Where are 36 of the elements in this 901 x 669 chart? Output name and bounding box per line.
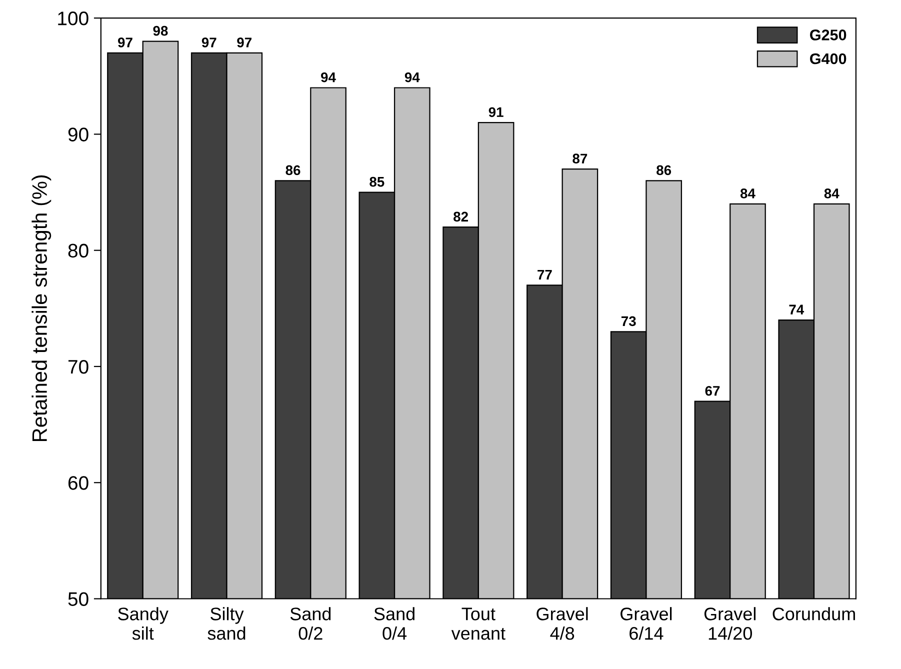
- data-label: 86: [656, 165, 672, 176]
- y-tick-label: 60: [68, 476, 88, 490]
- data-label: 84: [824, 188, 840, 198]
- x-tick-label: Tout venant: [451, 608, 506, 640]
- data-label: 82: [454, 212, 468, 222]
- x-tick-label: Sand 0/4: [374, 607, 414, 640]
- y-tick-label: 100: [58, 12, 88, 26]
- data-label: 85: [370, 176, 384, 187]
- y-tick-label: 70: [68, 360, 88, 374]
- y-tick-label: 80: [68, 244, 88, 258]
- data-label: 97: [202, 38, 216, 48]
- data-label: 67: [705, 386, 720, 396]
- x-tick-label: Sandy silt: [118, 607, 168, 640]
- data-label: 94: [404, 72, 420, 82]
- y-tick-label: 90: [68, 128, 88, 142]
- legend-label: G250: [810, 30, 846, 40]
- data-label: 87: [572, 154, 588, 164]
- x-tick-label: Corundum: [772, 607, 855, 620]
- x-tick-label: Silty sand: [208, 607, 246, 640]
- data-label: 97: [237, 38, 252, 48]
- data-label: 98: [153, 26, 168, 36]
- data-label: 97: [118, 38, 132, 48]
- y-axis-title: Retained tensile strength (%): [32, 175, 52, 442]
- data-label: 91: [488, 107, 504, 118]
- legend-label: G400: [810, 53, 846, 64]
- x-tick-label: Sand 0/2: [290, 607, 331, 640]
- data-label: 74: [789, 304, 804, 314]
- data-label: 86: [286, 165, 300, 176]
- x-tick-label: Gravel 6/14: [620, 607, 672, 640]
- data-label: 77: [538, 270, 552, 280]
- x-tick-label: Gravel 14/20: [704, 607, 756, 640]
- data-label: 94: [321, 72, 336, 82]
- data-label: 84: [740, 188, 756, 198]
- y-tick-label: 50: [68, 592, 88, 606]
- data-label: 73: [621, 316, 636, 326]
- x-tick-label: Gravel 4/8: [536, 607, 588, 640]
